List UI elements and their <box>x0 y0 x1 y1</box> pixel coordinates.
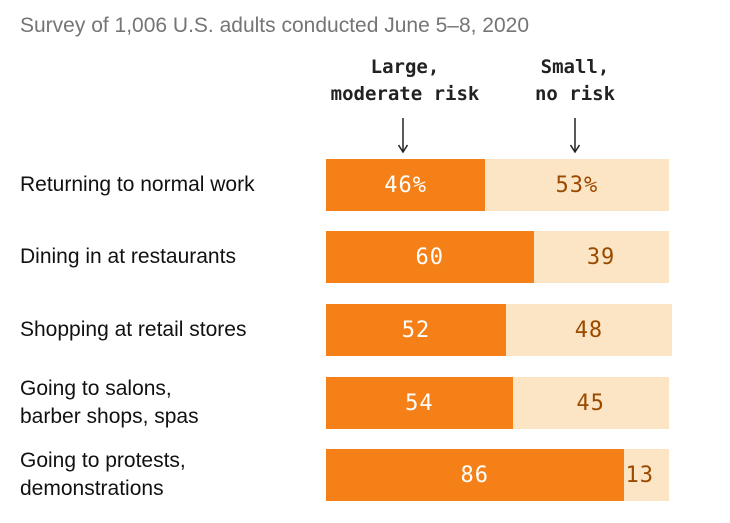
data-label: 52 <box>401 317 431 343</box>
category-label: Dining in at restaurants <box>20 245 236 268</box>
bar-large-risk: 54 <box>326 377 513 429</box>
data-label: 60 <box>415 244 445 270</box>
bar-small-risk: 45 <box>512 377 669 429</box>
data-label: 39 <box>586 244 616 270</box>
bar-small-risk: 48 <box>505 304 672 356</box>
bar-small-risk: 13 <box>623 449 669 501</box>
category-label: Shopping at retail stores <box>20 318 247 341</box>
data-label: 86 <box>460 462 490 488</box>
category-label: Going to salons, barber shops, spas <box>20 377 199 428</box>
data-label: 45 <box>576 390 605 416</box>
column-header-large-risk: Large, moderate risk <box>330 56 480 105</box>
chart-subtitle: Survey of 1,006 U.S. adults conducted Ju… <box>20 14 530 37</box>
bar-large-risk: 86 <box>326 449 624 501</box>
bar-large-risk: 60 <box>326 231 534 283</box>
bar-small-risk: 39 <box>533 231 669 283</box>
data-label: 53% <box>555 172 599 198</box>
bar-large-risk: 52 <box>326 304 506 356</box>
data-label: 13 <box>625 462 655 488</box>
category-label: Returning to normal work <box>20 173 255 196</box>
category-label: Going to protests, demonstrations <box>20 449 186 500</box>
bar-small-risk: 53% <box>485 159 669 211</box>
down-arrow-icon <box>397 118 409 154</box>
column-header-small-risk: Small, no risk <box>534 56 616 105</box>
data-label: 48 <box>574 317 604 343</box>
data-label: 46% <box>384 172 427 198</box>
down-arrow-icon <box>569 118 581 154</box>
bar-large-risk: 46% <box>326 159 486 211</box>
data-label: 54 <box>405 390 434 416</box>
